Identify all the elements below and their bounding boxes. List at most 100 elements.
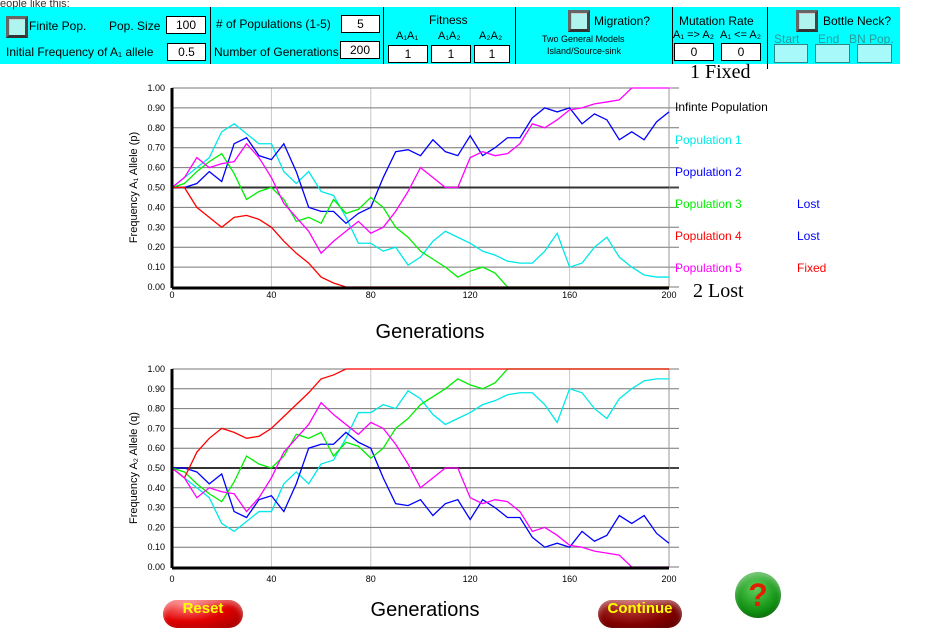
divider [767,7,768,69]
fit-a1a2-label: A₁A₂ [438,30,461,42]
series-line-population-1 [171,378,669,533]
series-line-population-5 [171,401,669,568]
num-pops-label: # of Populations (1-5) [216,17,331,31]
x-tick-label: 0 [169,290,174,300]
y-tick-label: 0.40 [147,202,165,212]
x-tick-label: 80 [366,290,376,300]
y-tick-label: 0.00 [147,282,165,292]
y-tick-label: 0.60 [147,443,165,453]
y-tick-label: 0.20 [147,242,165,252]
num-gens-label: Number of Generations [214,45,339,59]
bn-start-label: Start [774,32,800,46]
y-tick-label: 0.50 [147,463,165,473]
x-tick-label: 120 [463,290,478,300]
y-tick-label: 0.60 [147,163,165,173]
control-panel: Finite Pop. Pop. Size 100 Initial Freque… [0,7,900,69]
divider [383,7,384,64]
y-tick-label: 0.10 [147,542,165,552]
y-axis-title: Frequency A₂ Allele (q) [128,412,140,524]
x-tick-label: 40 [266,574,276,584]
fit-a1a1-label: A₁A₁ [396,30,419,42]
migration-note-2: Island/Source-sink [547,46,622,56]
y-tick-label: 0.00 [147,562,165,572]
y-tick-label: 0.80 [147,123,165,133]
x-tick-label: 120 [463,574,478,584]
bottleneck-label: Bottle Neck? [823,14,892,28]
y-tick-label: 1.00 [147,364,165,374]
x-axis-title: Generations [371,599,480,620]
mutation-label: Mutation Rate [679,14,754,28]
y-tick-label: 0.30 [147,503,165,513]
divider [672,7,673,64]
x-tick-label: 80 [366,574,376,584]
mut-rev-input[interactable]: 0 [721,43,761,61]
x-tick-label: 160 [562,574,577,584]
fixed-marker: 1 Fixed [690,61,751,83]
help-button[interactable]: ? [735,572,781,618]
y-tick-label: 0.70 [147,423,165,433]
continue-button[interactable]: Continue [598,600,682,628]
x-tick-label: 0 [169,574,174,584]
migration-label: Migration? [594,14,651,28]
bn-end-label: End [818,32,840,46]
init-freq-label: Initial Frequency of A₁ allele [6,45,154,59]
lost-marker: 2 Lost [693,280,744,302]
bn-start-input[interactable] [774,44,808,63]
mut-fwd-label: A₁ => A₂ [673,29,715,41]
mut-fwd-input[interactable]: 0 [674,43,714,61]
series-line-population-2 [172,107,670,225]
fit-a1a2-input[interactable]: 1 [431,45,471,63]
legend-item: Population 3 [675,197,742,211]
y-tick-label: 0.80 [147,404,165,414]
x-tick-label: 160 [562,290,577,300]
pop-size-label: Pop. Size [109,19,161,33]
fit-a2a2-input[interactable]: 1 [474,45,510,63]
finite-pop-checkbox[interactable] [6,16,28,38]
reset-button[interactable]: Reset [163,600,243,628]
fit-a2a2-label: A₂A₂ [479,30,503,42]
series-line-population-4 [171,368,669,479]
bn-pop-input[interactable] [857,44,892,63]
y-tick-label: 0.40 [147,483,165,493]
y-tick-label: 0.50 [147,183,165,193]
y-tick-label: 0.90 [147,384,165,394]
series-line-population-1 [171,123,669,278]
bottleneck-checkbox[interactable] [796,10,818,32]
legend-item: Population 4 [675,229,742,243]
x-axis-title: Generations [376,321,485,343]
y-axis-title: Frequency A₁ Allele (p) [128,132,140,243]
legend-status: Fixed [797,261,827,275]
y-tick-label: 0.20 [147,522,165,532]
x-tick-label: 40 [266,290,276,300]
divider [210,7,211,64]
finite-pop-label: Finite Pop. [29,19,87,33]
migration-note-1: Two General Models [542,34,625,44]
legend-status: Lost [797,197,820,211]
legend-item: Population 1 [675,133,742,147]
y-tick-label: 0.30 [147,222,165,232]
fitness-label: Fitness [429,13,468,27]
num-gens-input[interactable]: 200 [340,41,380,59]
bn-pop-label: BN Pop. [849,32,894,46]
y-tick-label: 0.10 [147,262,165,272]
init-freq-input[interactable]: 0.5 [167,43,206,61]
y-tick-label: 0.70 [147,143,165,153]
mut-rev-label: A₁ <= A₂ [720,29,762,41]
fit-a1a1-input[interactable]: 1 [388,45,428,63]
pop-size-input[interactable]: 100 [166,16,206,34]
top-cut-text: eople like this: [0,0,70,10]
y-tick-label: 1.00 [147,83,165,93]
legend-status: Lost [797,229,820,243]
migration-checkbox[interactable] [568,10,590,32]
legend-item: Population 5 [675,261,742,275]
legend-item: Infinte Population [675,100,768,114]
bn-end-input[interactable] [815,44,850,63]
series-line-population-2 [172,431,670,548]
divider [515,7,516,64]
num-pops-input[interactable]: 5 [341,15,380,33]
x-tick-label: 200 [661,574,676,584]
series-line-population-4 [172,186,669,288]
x-tick-label: 200 [661,290,676,300]
legend-item: Population 2 [675,165,742,179]
